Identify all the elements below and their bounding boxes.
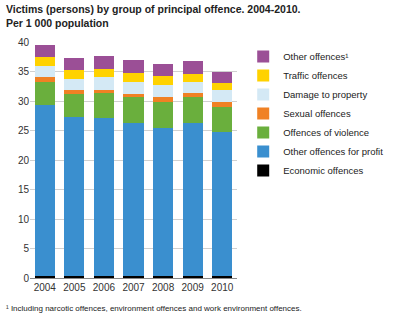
svg-text:10: 10 [18,214,30,225]
svg-text:Offences of violence: Offences of violence [283,127,369,138]
svg-text:0: 0 [23,273,29,284]
svg-text:2008: 2008 [152,282,175,293]
svg-text:2006: 2006 [93,282,116,293]
svg-text:Victims (persons) by group of: Victims (persons) by group of principal … [6,3,301,29]
svg-text:15: 15 [18,184,30,195]
svg-text:40: 40 [18,37,30,48]
svg-text:Other offences for profit: Other offences for profit [283,146,383,157]
svg-text:35: 35 [18,66,30,77]
svg-text:5: 5 [23,243,29,254]
svg-text:Damage to property: Damage to property [283,89,367,100]
svg-text:25: 25 [18,125,30,136]
svg-text:Economic offences: Economic offences [283,165,363,176]
svg-text:2005: 2005 [63,282,86,293]
svg-text:¹ Including narcotic offences,: ¹ Including narcotic offences, environme… [6,304,302,313]
svg-text:Sexual offences: Sexual offences [283,108,351,119]
svg-text:20: 20 [18,155,30,166]
svg-text:2007: 2007 [122,282,145,293]
svg-text:2004: 2004 [34,282,57,293]
svg-text:Traffic offences: Traffic offences [283,70,347,81]
svg-text:Other offences¹: Other offences¹ [283,51,348,62]
svg-text:2010: 2010 [211,282,234,293]
svg-text:2009: 2009 [182,282,205,293]
svg-text:30: 30 [18,96,30,107]
